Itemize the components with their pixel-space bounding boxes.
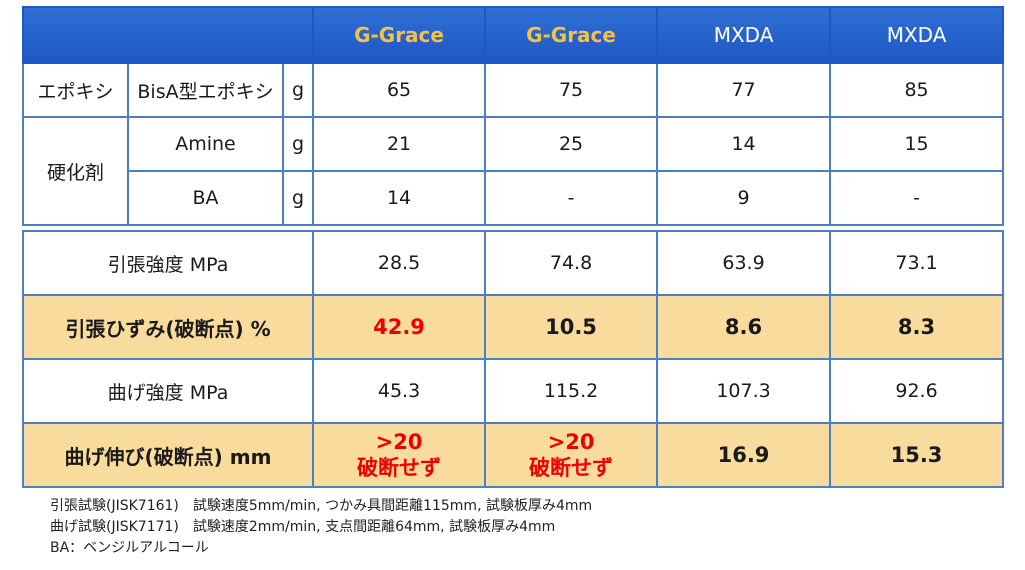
component-name: Amine [127,116,284,172]
value-cell: 92.6 [829,358,1005,424]
footnotes: 引張試験(JISK7161) 試験速度5mm/min, つかみ具間距離115mm… [50,496,592,559]
table-row-highlight: 引張ひずみ(破断点) % 42.9 10.5 8.6 8.3 [21,294,1005,360]
header-row: G-Grace G-Grace MXDA MXDA [21,6,1005,64]
component-name: BA [127,170,284,226]
divider [23,224,1004,232]
footnote: BA：ベンジルアルコール [50,540,209,556]
section-gap [23,224,1004,232]
value-cell: 45.3 [312,358,487,424]
value-cell: 21 [312,116,487,172]
unit-cell: g [281,62,315,118]
table-row: 引張強度 MPa 28.5 74.8 63.9 73.1 [21,230,1005,296]
property-label: 引張強度 MPa [21,230,315,296]
property-label: 引張ひずみ(破断点) % [21,294,315,360]
value-cell: 15.3 [829,422,1005,488]
value-cell: 14 [656,116,832,172]
value-cell: 77 [656,62,832,118]
table-row-highlight: 曲げ伸び(破断点) mm >20 破断せず >20 破断せず 16.9 15.3 [21,422,1005,488]
property-label: 曲げ伸び(破断点) mm [21,422,315,488]
footnote: 曲げ試験(JISK7171) 試験速度2mm/min, 支点間距離64mm, 試… [50,519,556,535]
value-cell: 8.6 [656,294,832,360]
value-cell: 10.5 [484,294,659,360]
value-cell: 15 [829,116,1005,172]
value-cell: >20 破断せず [484,422,659,488]
value-cell: 9 [656,170,832,226]
table-row: BA g 14 - 9 - [23,170,1005,226]
column-header: G-Grace [484,6,659,64]
value-cell: 107.3 [656,358,832,424]
unit-cell: g [281,116,315,172]
value-cell: 75 [484,62,659,118]
group-label: 硬化剤 [22,116,129,226]
value-cell: 73.1 [829,230,1005,296]
value-cell: 85 [829,62,1005,118]
value-line: >20 [547,430,595,454]
column-header: MXDA [829,6,1005,64]
value-cell: 8.3 [829,294,1005,360]
column-header: G-Grace [312,6,487,64]
value-cell: >20 破断せず [312,422,487,488]
value-note: 破断せず [529,456,614,480]
value-cell: 115.2 [484,358,659,424]
properties-table: G-Grace G-Grace MXDA MXDA エポキシ BisA型エポキシ… [21,6,1005,488]
value-cell: 63.9 [656,230,832,296]
value-cell: 42.9 [312,294,487,360]
value-cell: 74.8 [484,230,659,296]
column-header: MXDA [656,6,832,64]
group-label: エポキシ [22,62,129,118]
table-row: 硬化剤 Amine g 21 25 14 15 [22,116,1005,226]
component-name: BisA型エポキシ [127,62,284,118]
property-label: 曲げ強度 MPa [21,358,315,424]
value-cell: 65 [312,62,487,118]
table-row: エポキシ BisA型エポキシ g 65 75 77 85 [22,62,1005,118]
value-cell: 14 [312,170,487,226]
value-cell: 16.9 [656,422,832,488]
value-cell: - [484,170,659,226]
unit-cell: g [281,170,315,226]
footnote: 引張試験(JISK7161) 試験速度5mm/min, つかみ具間距離115mm… [50,498,593,514]
value-cell: - [829,170,1005,226]
value-cell: 28.5 [312,230,487,296]
table-row: 曲げ強度 MPa 45.3 115.2 107.3 92.6 [21,358,1005,424]
value-line: >20 [375,430,423,454]
value-cell: 25 [484,116,659,172]
value-note: 破断せず [357,456,442,480]
header-corner [21,6,315,64]
